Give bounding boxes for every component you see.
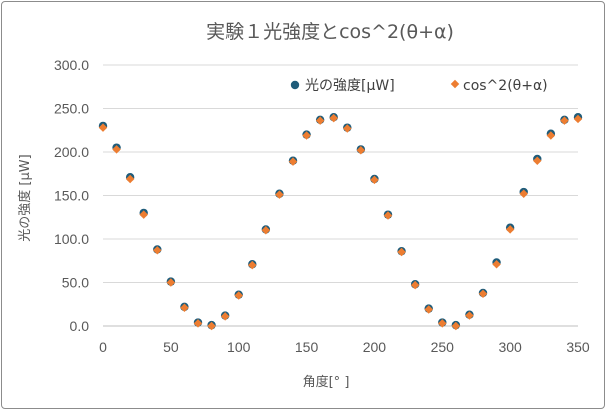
x-tick-label: 100 xyxy=(227,339,251,355)
y-tick-label: 50.0 xyxy=(62,275,89,291)
data-points xyxy=(98,113,583,331)
data-point-cos2 xyxy=(424,305,433,314)
data-point-cos2 xyxy=(112,145,121,154)
y-tick-label: 300.0 xyxy=(54,57,89,73)
data-point-cos2 xyxy=(288,157,298,166)
data-point-cos2 xyxy=(261,226,271,235)
legend-label-measured: 光の強度[μW] xyxy=(305,78,395,94)
y-tick-label: 0.0 xyxy=(70,318,90,334)
data-point-cos2 xyxy=(220,312,230,321)
data-point-cos2 xyxy=(492,259,501,269)
data-point-cos2 xyxy=(451,321,461,331)
x-tick-label: 150 xyxy=(295,339,319,355)
y-tick-label: 200.0 xyxy=(54,144,89,160)
x-axis-label: 角度[° ] xyxy=(303,374,350,390)
data-point-cos2 xyxy=(410,280,420,290)
data-point-cos2 xyxy=(153,246,162,255)
legend: 光の強度[μW] cos^2(θ+α) xyxy=(290,78,548,94)
data-point-cos2 xyxy=(275,190,284,199)
data-point-cos2 xyxy=(98,123,108,132)
x-tick-label: 250 xyxy=(431,339,455,355)
data-point-cos2 xyxy=(180,303,189,312)
data-point-cos2 xyxy=(343,124,352,133)
data-point-cos2 xyxy=(370,175,379,185)
data-point-cos2 xyxy=(234,291,243,300)
data-point-cos2 xyxy=(383,211,393,220)
gridlines xyxy=(103,64,578,327)
data-point-cos2 xyxy=(166,278,176,287)
x-tick-label: 300 xyxy=(498,339,522,355)
data-point-cos2 xyxy=(125,174,135,184)
data-point-cos2 xyxy=(397,247,406,257)
data-point-cos2 xyxy=(465,311,474,320)
data-point-cos2 xyxy=(329,113,338,123)
legend-marker-cos2 xyxy=(450,79,460,89)
data-point-cos2 xyxy=(193,319,203,328)
y-tick-label: 250.0 xyxy=(54,101,89,117)
data-point-cos2 xyxy=(505,225,515,234)
x-tick-label: 0 xyxy=(99,339,107,355)
x-tick-label: 200 xyxy=(363,339,387,355)
x-axis-ticks: 0 50 100 150 200 250 300 350 xyxy=(99,339,590,355)
y-axis-ticks: 0.0 50.0 100.0 150.0 200.0 250.0 300.0 xyxy=(54,57,89,334)
data-point-cos2 xyxy=(302,131,311,140)
x-tick-label: 350 xyxy=(566,339,590,355)
legend-label-cos2: cos^2(θ+α) xyxy=(463,78,548,94)
y-axis-label: 光の強度 [μW] xyxy=(17,154,33,241)
data-point-cos2 xyxy=(248,260,257,270)
y-tick-label: 100.0 xyxy=(54,231,89,247)
legend-marker-measured xyxy=(290,80,300,90)
data-point-cos2 xyxy=(356,146,366,155)
data-point-cos2 xyxy=(139,210,148,219)
chart-title: 実験１光強度とcos^2(θ+α) xyxy=(206,21,454,43)
y-tick-label: 150.0 xyxy=(54,188,89,204)
data-point-cos2 xyxy=(438,319,447,328)
data-point-cos2 xyxy=(315,116,325,125)
data-point-cos2 xyxy=(207,321,216,331)
data-point-cos2 xyxy=(478,289,488,299)
x-tick-label: 50 xyxy=(163,339,179,355)
